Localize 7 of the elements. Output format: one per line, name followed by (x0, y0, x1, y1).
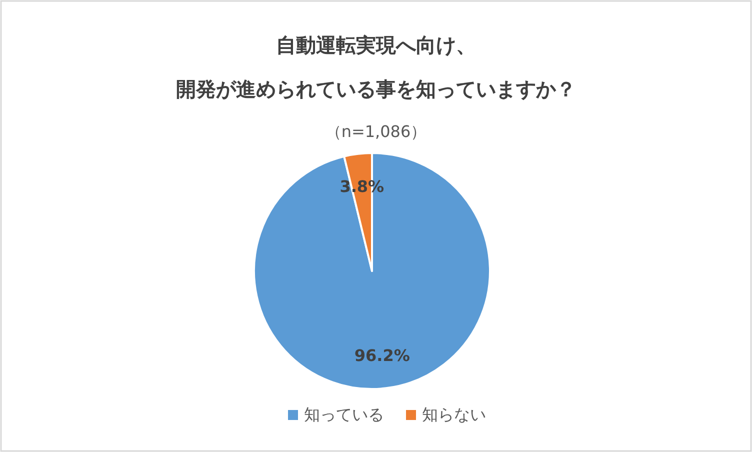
data-label: 96.2% (354, 346, 410, 365)
legend-label: 知らない (422, 405, 486, 424)
chart-subtitle: （n=1,086） (325, 122, 427, 141)
legend-label: 知っている (304, 405, 384, 424)
chart-title: 自動運転実現へ向け、開発が進められている事を知っていますか？ (176, 33, 576, 101)
pie-slice (253, 152, 491, 390)
data-label: 3.8% (340, 177, 384, 196)
